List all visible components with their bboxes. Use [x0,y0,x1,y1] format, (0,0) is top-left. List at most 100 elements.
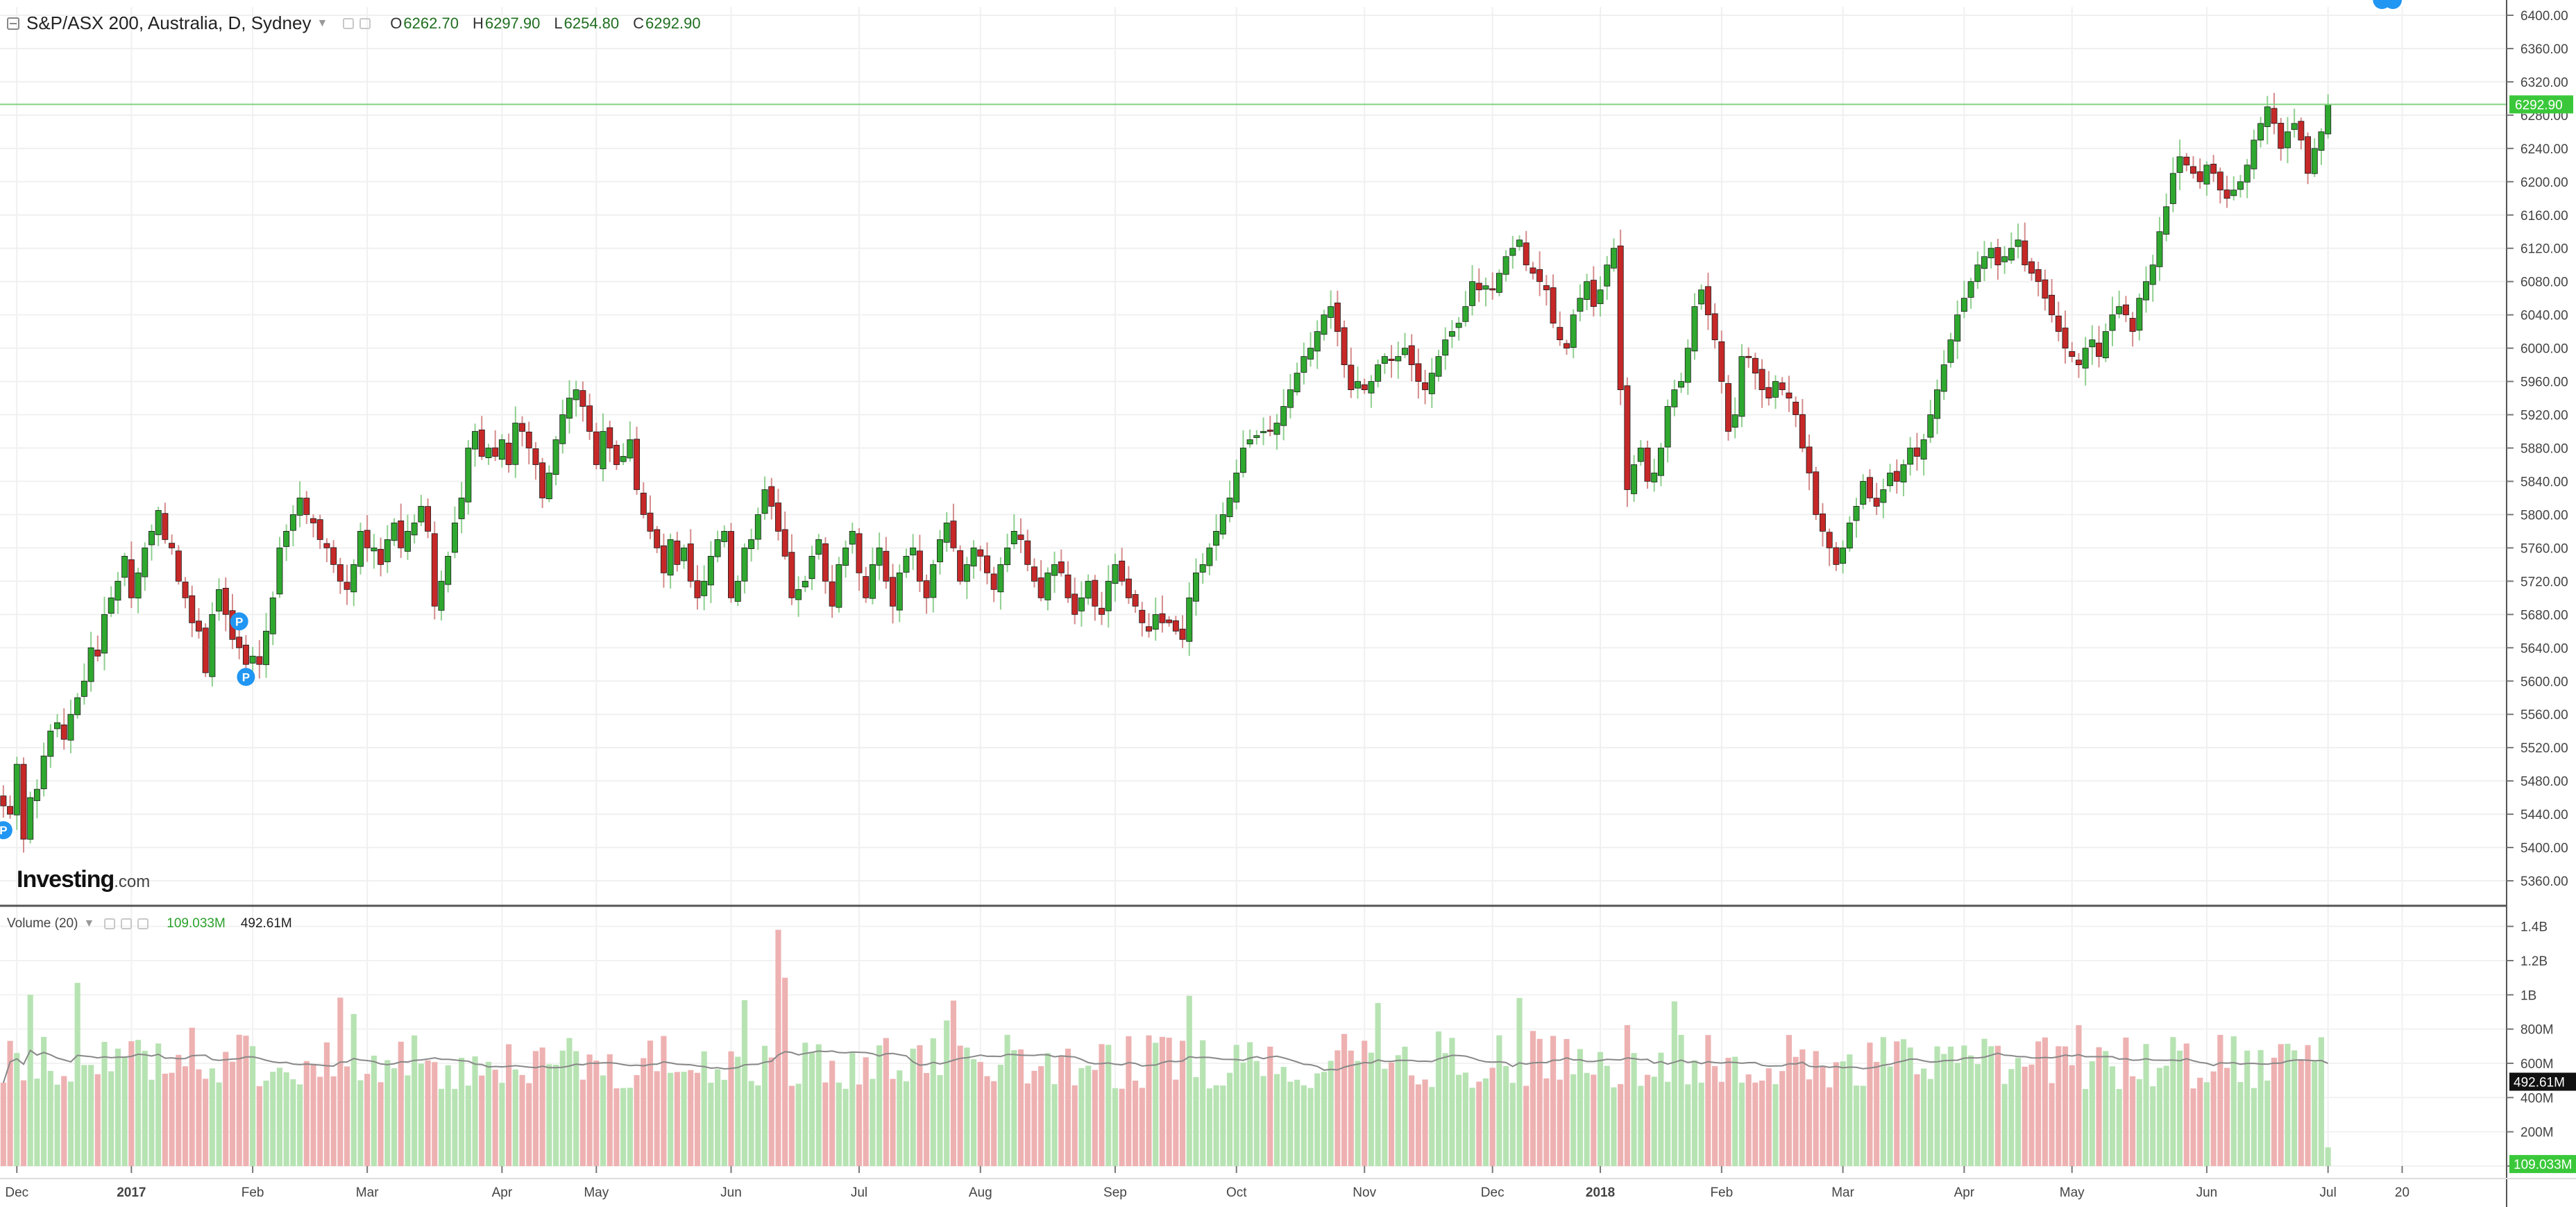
candle [1078,597,1085,611]
volume-bar [2123,1037,2129,1166]
candle [182,582,189,598]
volume-bar [2264,1080,2271,1166]
marker-label: P [0,824,8,837]
candle [425,506,432,532]
volume-bar [1874,1061,1880,1166]
volume-bar [1280,1067,1287,1166]
candle [836,564,842,608]
chevron-down-icon[interactable]: ▼ [316,17,328,29]
candle [1597,289,1604,305]
chevron-down-icon[interactable]: ▼ [83,918,95,929]
price-tick-label: 6400.00 [2520,9,2568,24]
volume-bar [1159,1036,1165,1166]
candle [2251,140,2257,169]
volume-bar [1307,1088,1314,1166]
volume-bar [344,1066,350,1166]
candle [1341,327,1348,366]
volume-bar [2116,1088,2122,1166]
candle [1105,580,1112,611]
time-tick-label: May [584,1185,609,1200]
candle [930,564,937,598]
volume-bar [27,995,33,1166]
volume-bar [2210,1071,2217,1166]
volume-bar [2109,1066,2116,1166]
time-tick-label: 20 [2395,1185,2409,1200]
candle [573,389,579,400]
marker-p-icon[interactable]: P [237,668,255,686]
event-markers[interactable]: PPPPP [0,0,2403,840]
candle [1192,572,1199,602]
candle [627,439,634,459]
candle [1833,547,1840,565]
volume-bar [822,1082,829,1166]
volume-bar [2136,1079,2142,1166]
candle [1974,264,1981,282]
ohlc-open: O6262.70 [390,14,459,32]
volume-bar [7,1040,13,1166]
volume-bar [1853,1086,1860,1166]
candle [1907,448,1914,465]
candle [162,513,169,540]
candle [1624,385,1631,490]
candle [707,555,714,586]
symbol-title[interactable]: S&P/ASX 200, Australia, D, Sydney [26,12,312,33]
candle [1280,406,1287,426]
volume-bar [559,1050,566,1166]
candle [1866,477,1873,498]
volume-title[interactable]: Volume (20) [7,916,78,931]
volume-bar [1671,1001,1677,1166]
candle [1469,281,1476,306]
settings-icon[interactable] [104,918,116,929]
candle [963,564,970,582]
maximize-icon[interactable] [121,918,133,929]
candle [937,539,943,562]
close-icon[interactable] [137,918,149,929]
time-tick-label: Jul [2320,1185,2337,1200]
candle [2082,348,2089,369]
candle [303,498,310,515]
volume-bar [1604,1065,1610,1166]
candle [128,559,135,598]
price-tick-label: 5840.00 [2520,475,2568,489]
collapse-pane-icon[interactable] [7,17,19,30]
volume-bar [209,1068,215,1166]
price-tick-label: 5520.00 [2520,741,2568,756]
candle [121,555,128,578]
volume-bar [2271,1057,2278,1166]
volume-bar [2298,1059,2304,1166]
candle [647,512,654,532]
price-tick-label: 5920.00 [2520,409,2568,423]
candle [1058,562,1065,573]
candle [1793,401,1799,415]
candle [2055,315,2062,332]
price-tick-label: 6120.00 [2520,242,2568,257]
candle [519,423,525,432]
candle [1853,506,1860,521]
volume-tick-label: 1.2B [2520,954,2548,969]
volume-bar [2062,1046,2069,1166]
maximize-icon[interactable] [359,17,371,29]
volume-bar [1375,1003,1381,1166]
marker-p-icon[interactable]: P [0,821,12,840]
candle [896,572,903,611]
volume-bar [1105,1045,1112,1166]
volume-bar [1321,1072,1328,1166]
time-tick-label: Mar [1831,1185,1854,1200]
volume-bar [1146,1035,1152,1166]
settings-icon[interactable] [343,17,355,29]
volume-bar [1065,1048,1071,1166]
marker-p-icon[interactable]: P [2384,0,2403,9]
candle [74,697,81,716]
ohlc-close: C6292.90 [633,14,701,32]
candle [1584,281,1591,300]
candle [2264,106,2271,127]
volume-bar [1712,1066,1718,1166]
volume-bar [1038,1066,1044,1166]
candle [1691,306,1698,352]
marker-p-icon[interactable]: P [230,612,248,631]
volume-bar [1415,1084,1421,1166]
volume-bar [2325,1147,2331,1166]
volume-bar [1112,1088,1119,1166]
candle [2223,189,2230,199]
